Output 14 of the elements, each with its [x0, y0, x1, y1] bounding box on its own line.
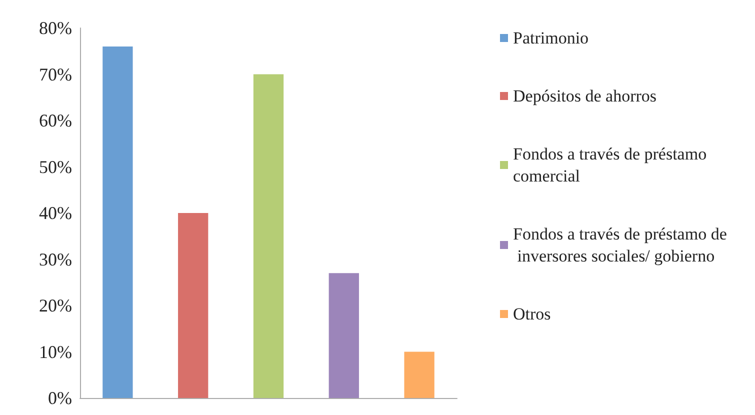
legend-label: Depósitos de ahorros [513, 86, 657, 106]
y-tick-label: 70% [39, 64, 72, 84]
y-tick-label: 80% [39, 18, 72, 38]
y-tick-label: 10% [39, 342, 72, 362]
y-tick-label: 50% [39, 156, 72, 177]
legend-label: Otros [513, 304, 551, 324]
legend-label: Fondos a través de préstamo comercial [513, 144, 711, 186]
legend-label: Patrimonio [513, 28, 589, 48]
y-tick-label: 30% [39, 249, 72, 270]
legend-label: Fondos a través de préstamo de inversores sociales/ gobierno [513, 224, 727, 266]
y-tick-label: 40% [39, 203, 72, 223]
y-tick-label: 60% [39, 110, 72, 130]
y-tick-label: 20% [39, 296, 72, 316]
y-tick-label: 0% [48, 388, 72, 408]
